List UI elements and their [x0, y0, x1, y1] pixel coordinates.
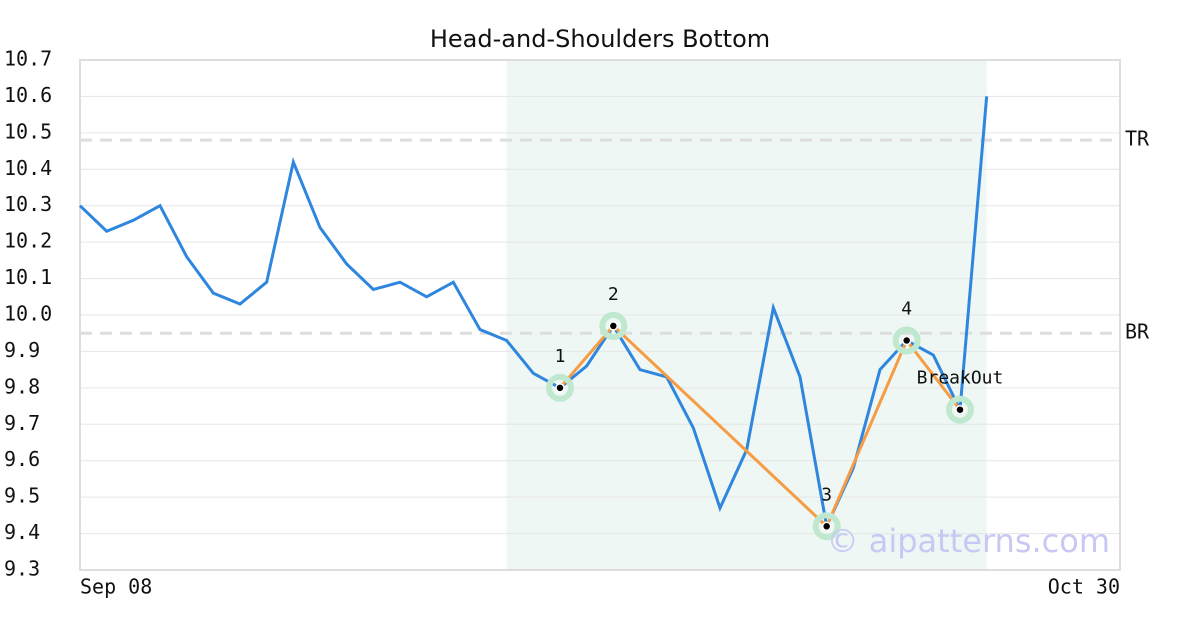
y-tick-label: 10.1 — [4, 265, 52, 289]
pattern-point — [821, 521, 832, 532]
y-tick-label: 10.5 — [4, 119, 52, 143]
y-tick-label: 10.7 — [4, 47, 52, 71]
y-tick-label: 9.5 — [4, 484, 40, 508]
y-tick-label: 10.2 — [4, 229, 52, 253]
y-tick-label: 10.3 — [4, 192, 52, 216]
pattern-label: BreakOut — [917, 368, 1004, 389]
pattern-label: 3 — [821, 484, 832, 505]
y-tick-label: 9.3 — [4, 557, 40, 581]
x-tick-label: Sep 08 — [80, 575, 152, 599]
chart-title: Head-and-Shoulders Bottom — [430, 25, 770, 53]
reference-label: BR — [1125, 320, 1150, 344]
pattern-halo — [946, 395, 974, 424]
reference-label: TR — [1125, 127, 1150, 151]
watermark: © aipatterns.com — [827, 522, 1110, 560]
pattern-halo — [599, 311, 628, 340]
pattern-label: 4 — [901, 299, 912, 320]
pattern-halo — [892, 326, 921, 355]
pattern-point — [901, 335, 912, 346]
plot-frame — [79, 59, 1121, 571]
pattern-label: 2 — [608, 284, 619, 305]
pattern-point — [608, 321, 619, 331]
y-tick-label: 10.6 — [4, 83, 52, 107]
y-tick-label: 9.4 — [4, 520, 40, 544]
y-tick-label: 10.0 — [4, 302, 52, 326]
y-tick-label: 9.9 — [4, 338, 40, 362]
y-tick-label: 9.7 — [4, 411, 40, 435]
y-tick-label: 9.8 — [4, 374, 40, 398]
y-tick-label: 10.4 — [4, 156, 52, 180]
pattern-point — [955, 404, 965, 415]
pattern-halo — [546, 373, 574, 402]
pattern-point — [555, 383, 565, 393]
pattern-halo — [812, 512, 841, 541]
pattern-label: 1 — [555, 346, 566, 367]
x-tick-label: Oct 30 — [1048, 575, 1120, 599]
y-tick-label: 9.6 — [4, 447, 40, 471]
